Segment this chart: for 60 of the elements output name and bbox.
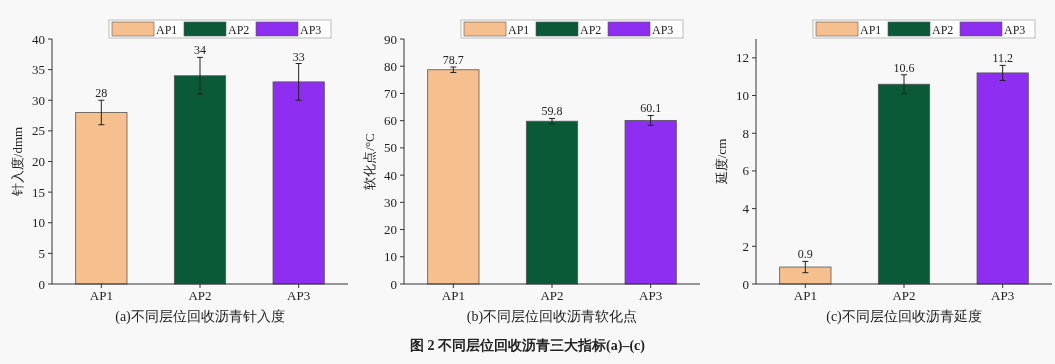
y-tick-label: 0 — [390, 276, 397, 292]
y-tick-label: 50 — [384, 140, 397, 156]
data-label: 33 — [292, 49, 305, 64]
x-axis-title: (a)不同层位回收沥青针入度 — [115, 309, 285, 325]
y-axis-title: 针入度/dmm — [10, 126, 25, 198]
y-tick-label: 0 — [38, 276, 45, 292]
legend-label: AP1 — [508, 23, 530, 37]
y-tick-label: 90 — [384, 31, 397, 47]
x-tick-label: AP1 — [441, 288, 465, 303]
y-tick-label: 2 — [742, 238, 749, 254]
data-label: 78.7 — [442, 53, 464, 68]
y-tick-label: 0 — [742, 276, 749, 292]
y-tick-label: 80 — [384, 58, 397, 74]
x-tick-label: AP2 — [188, 288, 212, 303]
y-tick-label: 6 — [742, 163, 750, 179]
legend-label: AP3 — [1004, 23, 1026, 37]
y-axis-title: 延度/cm — [714, 138, 729, 186]
legend-label: AP1 — [860, 23, 882, 37]
data-label: 11.2 — [992, 51, 1013, 66]
y-tick-label: 4 — [742, 201, 750, 217]
x-tick-label: AP3 — [287, 288, 311, 303]
data-label: 10.6 — [893, 60, 915, 75]
x-axis-title: (c)不同层位回收沥青延度 — [826, 309, 982, 325]
x-tick-label: AP1 — [793, 288, 817, 303]
y-tick-label: 25 — [32, 123, 45, 139]
x-tick-label: AP2 — [892, 288, 916, 303]
y-tick-label: 20 — [32, 154, 45, 169]
caption: 图 2 不同层位回收沥青三大指标(a)–(c) — [410, 338, 646, 354]
x-tick-label: AP3 — [639, 288, 663, 303]
x-tick-label: AP3 — [991, 288, 1015, 303]
y-tick-label: 40 — [384, 167, 397, 183]
y-tick-label: 15 — [32, 184, 45, 200]
data-label: 0.9 — [797, 247, 813, 262]
y-tick-label: 30 — [384, 194, 397, 210]
y-tick-label: 5 — [38, 245, 45, 261]
y-tick-label: 35 — [32, 62, 45, 78]
y-tick-label: 70 — [384, 85, 397, 101]
data-label: 28 — [95, 86, 108, 101]
y-tick-label: 40 — [32, 31, 45, 47]
legend-label: AP1 — [156, 23, 178, 37]
x-tick-label: AP1 — [89, 288, 113, 303]
legend-label: AP2 — [580, 23, 602, 37]
data-label: 34 — [194, 43, 206, 58]
y-axis-title: 软化点/°C — [362, 133, 377, 190]
x-tick-label: AP2 — [540, 288, 564, 303]
y-tick-label: 60 — [384, 113, 397, 129]
y-tick-label: 10 — [384, 249, 397, 265]
legend-label: AP2 — [228, 23, 250, 37]
legend-label: AP3 — [300, 23, 322, 37]
legend-label: AP3 — [652, 23, 674, 37]
legend-label: AP2 — [932, 23, 954, 37]
y-tick-label: 8 — [742, 125, 749, 141]
data-label: 59.8 — [541, 104, 563, 119]
y-tick-label: 10 — [736, 88, 749, 104]
y-tick-label: 10 — [32, 215, 45, 231]
data-label: 60.1 — [640, 101, 662, 116]
y-tick-label: 20 — [384, 222, 397, 238]
x-axis-title: (b)不同层位回收沥青软化点 — [466, 309, 638, 325]
y-tick-label: 12 — [736, 50, 749, 66]
y-tick-label: 30 — [32, 92, 45, 108]
